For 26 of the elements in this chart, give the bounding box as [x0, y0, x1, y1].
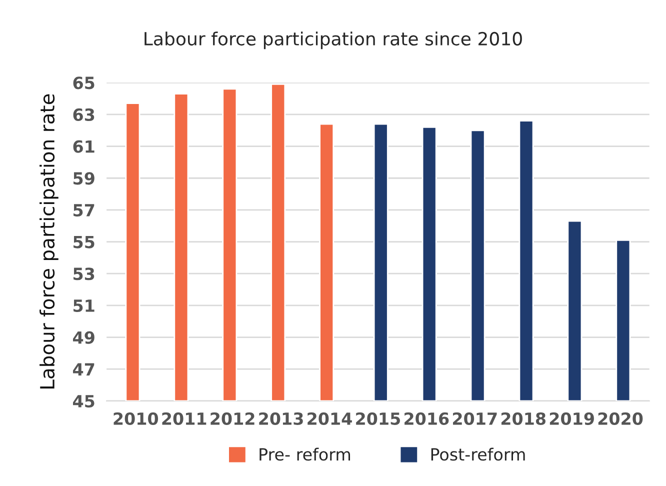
y-tick-label: 61: [73, 140, 94, 153]
legend-label: Pre- reform: [260, 448, 350, 461]
y-tick-label: 47: [73, 363, 94, 376]
x-tick-label: 2013: [259, 412, 303, 425]
chart-title: Labour force participation rate since 2010: [144, 32, 522, 50]
y-tick-label: 53: [74, 268, 94, 280]
x-tick-label: 2017: [453, 412, 497, 425]
y-tick-label: 55: [74, 236, 94, 248]
y-tick-label: 45: [73, 395, 94, 408]
y-tick-label: 59: [74, 172, 94, 185]
y-tick-label: 57: [74, 204, 94, 217]
x-tick-label: 2019: [550, 412, 594, 425]
y-axis-title: Labour force participation rate: [40, 94, 58, 388]
x-tick-label: 2015: [356, 412, 400, 425]
legend-label: Post-reform: [431, 448, 525, 461]
x-tick-label: 2010: [114, 412, 158, 425]
y-tick-label: 65: [73, 76, 94, 90]
x-tick-label: 2011: [162, 412, 206, 425]
y-tick-label: 51: [74, 300, 94, 312]
x-tick-label: 2018: [501, 412, 546, 425]
x-tick-label: 2014: [308, 412, 352, 425]
x-tick-label: 2016: [404, 412, 449, 425]
x-tick-label: 2012: [210, 412, 254, 425]
x-tick-label: 2020: [598, 412, 643, 425]
y-tick-label: 63: [73, 108, 94, 122]
y-tick-label: 49: [73, 331, 94, 344]
